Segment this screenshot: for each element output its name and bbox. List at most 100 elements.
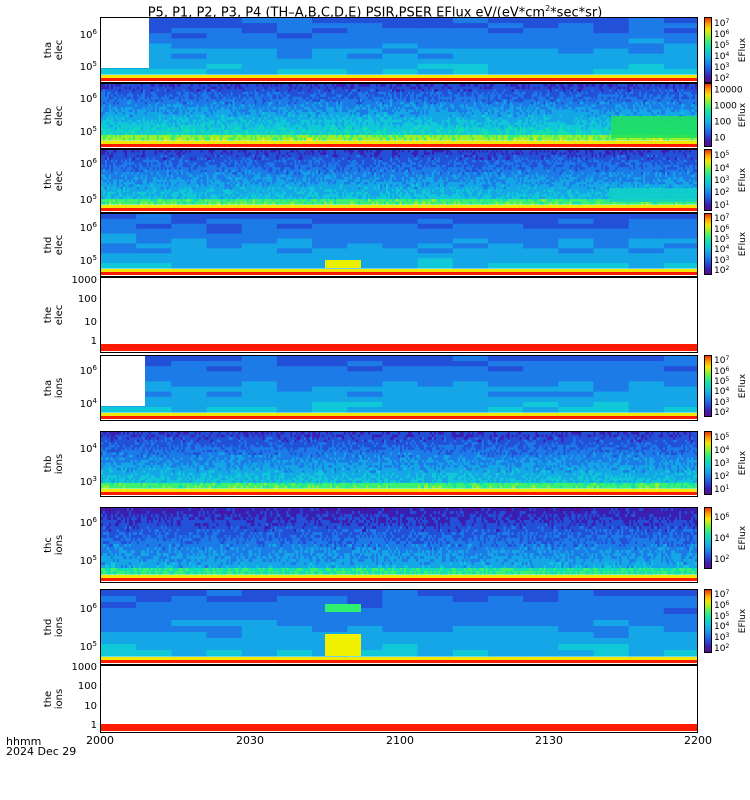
spectrogram-cell (499, 99, 503, 103)
spectrogram-cell (118, 129, 122, 133)
spectrogram-cell (132, 86, 136, 90)
spectrogram-cell (481, 89, 485, 93)
spectrogram-cell (322, 132, 325, 136)
spectrogram-cell (491, 132, 495, 136)
spectrogram-cell (326, 106, 329, 111)
spectrogram-cell (485, 127, 489, 131)
spectrogram-cell (499, 84, 503, 88)
spectrogram-cell (220, 117, 224, 121)
y-tick-label: 106 (80, 91, 97, 105)
spectrogram-cell (176, 132, 180, 136)
spectrogram-cell (276, 134, 279, 139)
spectrogram-cell (419, 114, 423, 118)
spectrogram-cell (354, 104, 357, 108)
spectrogram-cell (120, 124, 124, 128)
spectrogram-cell (529, 89, 533, 93)
spectrogram-cell (116, 119, 120, 123)
spectrogram-cell (527, 137, 531, 141)
spectrogram-cell (459, 124, 463, 128)
spectrogram-cell (240, 86, 244, 90)
spectrogram-cell (405, 106, 409, 111)
spectrogram-cell (431, 134, 435, 139)
spectrogram-cell (216, 117, 220, 121)
spectrogram-cell (140, 109, 144, 113)
spectrogram-cell (435, 104, 439, 108)
spectrogram-cell (286, 117, 289, 121)
spectrogram-cell (364, 109, 367, 113)
spectrogram-cell (423, 84, 427, 88)
spectrogram-cell (144, 122, 148, 126)
spectrogram-cell (200, 137, 204, 141)
spectrogram-cell (344, 89, 347, 93)
spectrogram-cell (495, 134, 499, 139)
spectrogram-cell (352, 106, 355, 111)
spectrogram-cell (318, 86, 321, 90)
spectrogram-cell (386, 84, 389, 88)
spectrogram-cell (463, 101, 467, 105)
spectrogram-cell (150, 134, 154, 139)
spectrogram-cell (294, 122, 297, 126)
spectrogram-cell (238, 134, 242, 139)
spectrogram-cell (503, 122, 507, 126)
spectrogram-cell (276, 86, 279, 90)
spectrogram-cell (266, 134, 270, 139)
spectrogram-cell (471, 112, 475, 116)
spectrogram-cell (334, 101, 337, 105)
spectrogram-cell (302, 96, 305, 100)
spectrogram-cell (268, 104, 272, 108)
spectrogram-cell (290, 132, 293, 136)
spectrogram-cell (192, 132, 196, 136)
spectrogram-cell (400, 101, 403, 105)
spectrogram-cell (124, 89, 128, 93)
spectrogram-cell (346, 94, 349, 98)
spectrogram-cell (164, 89, 168, 93)
spectrogram-cell (236, 104, 240, 108)
spectrogram-cell (266, 84, 270, 88)
spectrogram-cell (459, 91, 463, 95)
spectrogram-cell (481, 86, 485, 90)
spectrogram-cell (352, 112, 355, 116)
spectrogram-cell (194, 137, 198, 141)
spectrogram-cell (250, 132, 254, 136)
spectrogram-cell (210, 119, 214, 123)
spectrogram-cell (483, 91, 487, 95)
spectrogram-cell (194, 119, 198, 123)
spectrogram-cell (178, 137, 182, 141)
spectrogram-cell (262, 119, 266, 123)
spectrogram-cell (519, 122, 523, 126)
spectrogram-cell (130, 89, 134, 93)
spectrogram-cell (463, 94, 467, 98)
spectrogram-cell (160, 137, 164, 141)
spectrogram-cell (158, 89, 162, 93)
spectrogram-cell (176, 114, 180, 118)
spectrogram-cell (336, 89, 339, 93)
spectrogram-cell (517, 132, 521, 136)
spectrogram-cell (366, 137, 369, 141)
spectrogram-cell (439, 119, 443, 123)
spectrogram-cell (471, 89, 475, 93)
spectrogram-cell (190, 112, 194, 116)
spectrogram-cell (198, 86, 202, 90)
spectrogram-cell (334, 104, 337, 108)
spectrogram-cell (302, 137, 305, 141)
spectrogram-cell (188, 127, 192, 131)
spectrogram-cell (114, 134, 118, 139)
spectrogram-cell (146, 119, 150, 123)
spectrogram-cell (427, 119, 431, 123)
spectrogram-cell (268, 114, 272, 118)
spectrogram-cell (338, 112, 341, 116)
spectrogram-cell (204, 94, 208, 98)
spectrogram-cell (425, 134, 429, 139)
spectrogram-cell (252, 117, 256, 121)
spectrogram-cell (112, 119, 116, 123)
spectrogram-cell (176, 86, 180, 90)
spectrogram-cell (517, 94, 521, 98)
spectrogram-cell (471, 134, 475, 139)
spectrogram-cell (204, 99, 208, 103)
spectrogram-cell (487, 94, 491, 98)
spectrogram-cell (284, 86, 287, 90)
spectrogram-cell (459, 101, 463, 105)
spectrogram-cell (204, 119, 208, 123)
spectrogram-cell (220, 94, 224, 98)
spectrogram-cell (356, 99, 359, 103)
